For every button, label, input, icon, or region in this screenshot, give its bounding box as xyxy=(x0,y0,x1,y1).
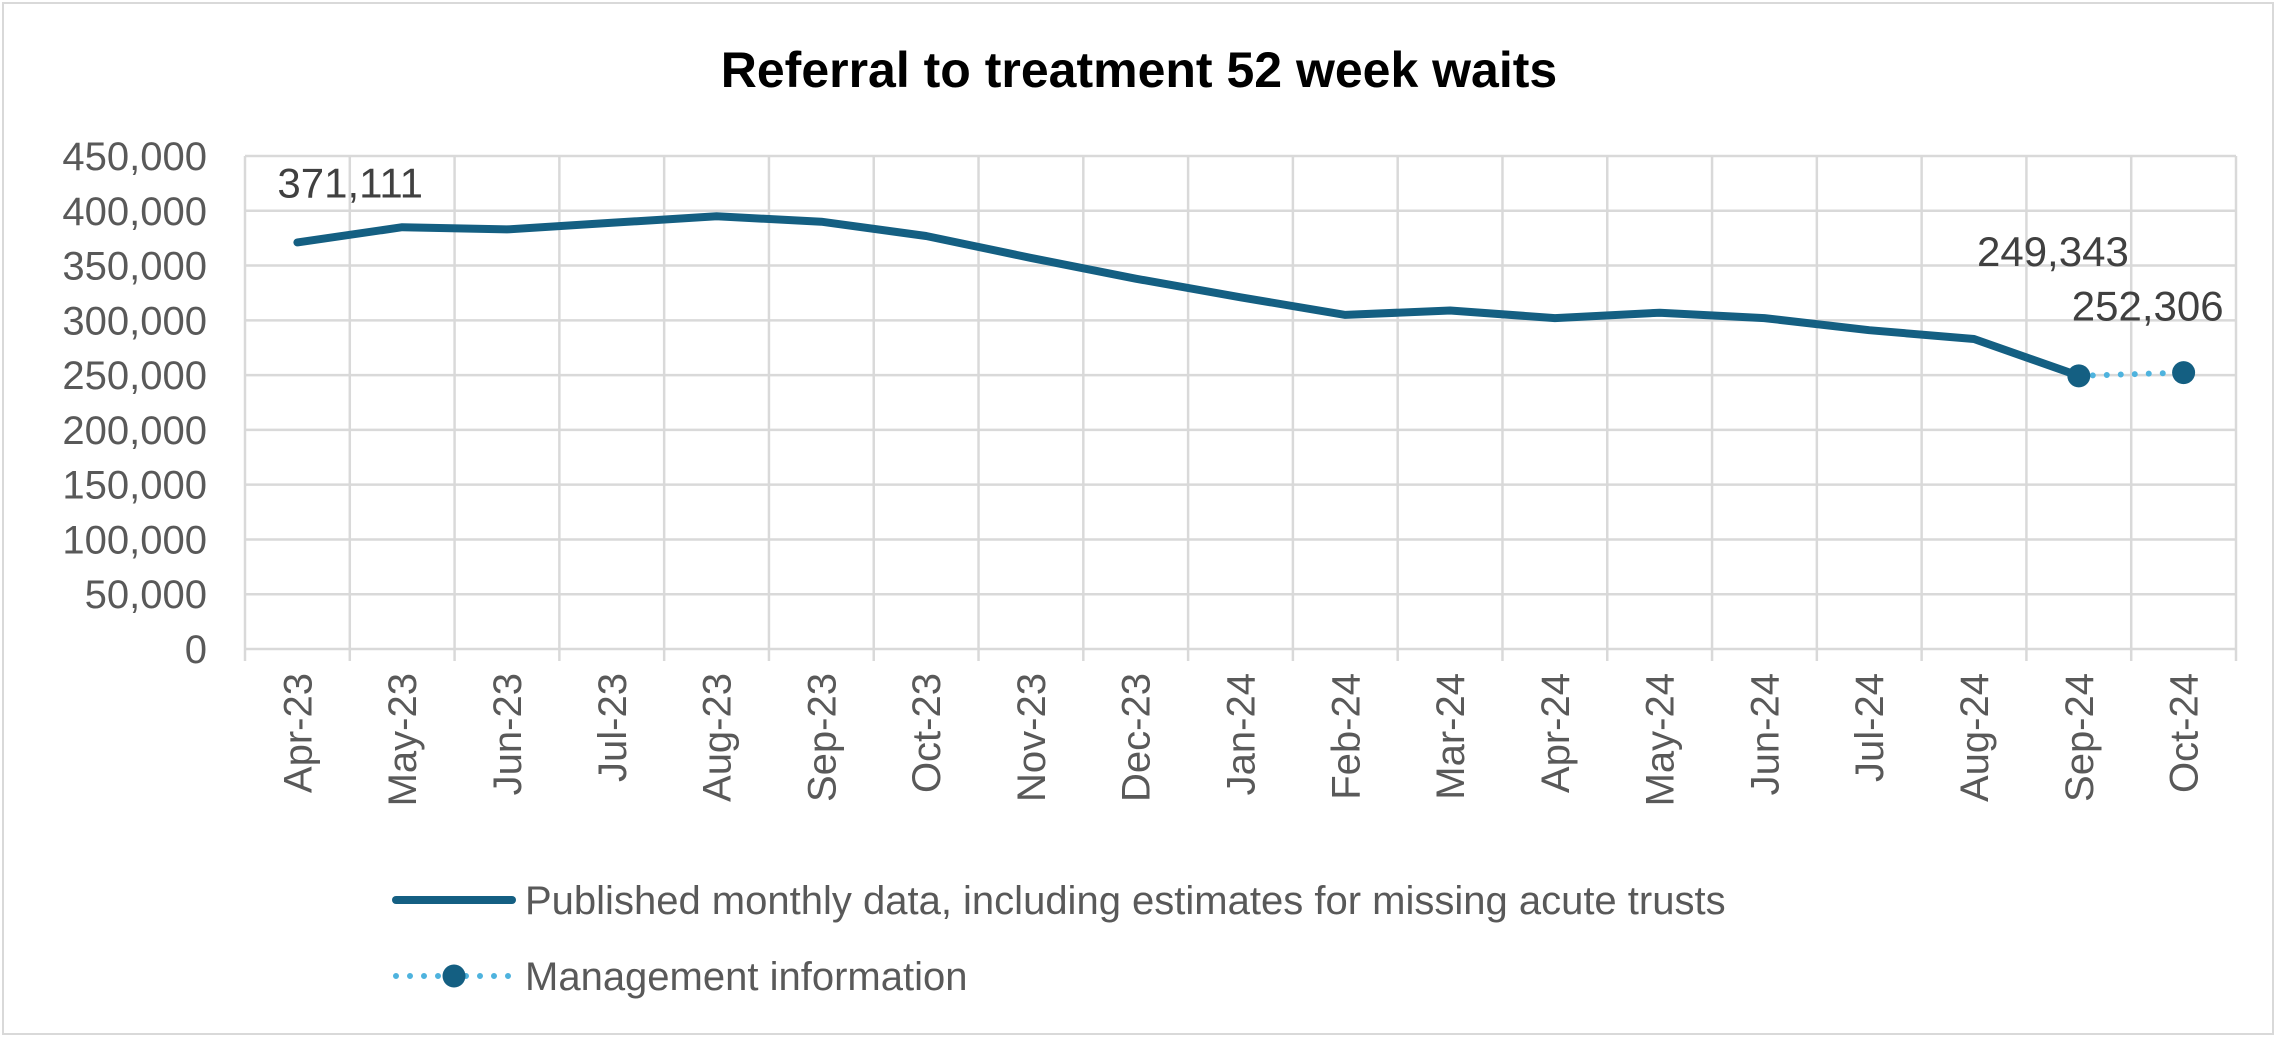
y-tick-label: 400,000 xyxy=(62,190,207,234)
x-tick-label: Jul-23 xyxy=(591,673,635,782)
y-tick-label: 150,000 xyxy=(62,464,207,508)
gridlines xyxy=(243,154,2238,661)
legend-entry: Published monthly data, including estima… xyxy=(392,879,1726,923)
data-label: 249,343 xyxy=(1977,228,2129,275)
data-label: 252,306 xyxy=(2072,283,2224,330)
x-tick-label: Sep-23 xyxy=(800,673,844,802)
legend-entry: Management information xyxy=(393,955,967,999)
x-tick-label: May-24 xyxy=(1639,673,1683,806)
x-tick-label: Dec-23 xyxy=(1115,673,1159,802)
chart-title: Referral to treatment 52 week waits xyxy=(721,42,1557,98)
series-lines xyxy=(293,212,2196,388)
x-tick-label: Oct-24 xyxy=(2163,673,2207,793)
x-tick-label: Nov-23 xyxy=(1010,673,1054,802)
x-tick-label: Jan-24 xyxy=(1220,673,1264,795)
x-tick-label: Mar-24 xyxy=(1429,673,1473,800)
y-tick-label: 0 xyxy=(185,628,207,672)
data-label: 371,111 xyxy=(277,159,423,206)
x-tick-label: Apr-23 xyxy=(276,673,320,793)
x-tick-label: Jul-24 xyxy=(1848,673,1892,782)
y-tick-label: 250,000 xyxy=(62,354,207,398)
series-line-published-monthly-data xyxy=(293,212,2083,380)
legend-label: Published monthly data, including estima… xyxy=(525,879,1726,923)
data-point-marker xyxy=(2172,361,2196,385)
y-tick-label: 300,000 xyxy=(62,299,207,343)
legend-label: Management information xyxy=(525,955,967,999)
data-point-marker xyxy=(2067,364,2091,388)
x-tick-label: Sep-24 xyxy=(2058,673,2102,802)
x-tick-label: Apr-24 xyxy=(1534,673,1578,793)
x-tick-label: Feb-24 xyxy=(1324,673,1368,800)
y-tick-label: 100,000 xyxy=(62,518,207,562)
legend-marker xyxy=(442,964,466,988)
y-tick-label: 200,000 xyxy=(62,409,207,453)
x-tick-label: Aug-24 xyxy=(1953,673,1997,802)
data-labels: 371,111 249,343 252,306 xyxy=(277,159,2223,329)
x-axis-tick-labels: Apr-23 May-23 Jun-23 Jul-23 Aug-23 Sep-23 Oct-… xyxy=(276,673,2206,806)
x-tick-label: Jun-23 xyxy=(486,673,530,795)
y-axis-tick-labels: 0 50,000 100,000 150,000 200,000 250,000 300,0… xyxy=(62,135,207,672)
y-tick-label: 450,000 xyxy=(62,135,207,179)
x-tick-label: Jun-24 xyxy=(1743,673,1787,795)
x-tick-label: Aug-23 xyxy=(696,673,740,802)
y-tick-label: 50,000 xyxy=(85,573,207,617)
y-tick-label: 350,000 xyxy=(62,245,207,289)
x-tick-label: May-23 xyxy=(381,673,425,806)
legend: Published monthly data, including estima… xyxy=(392,879,1726,999)
x-tick-label: Oct-23 xyxy=(905,673,949,793)
